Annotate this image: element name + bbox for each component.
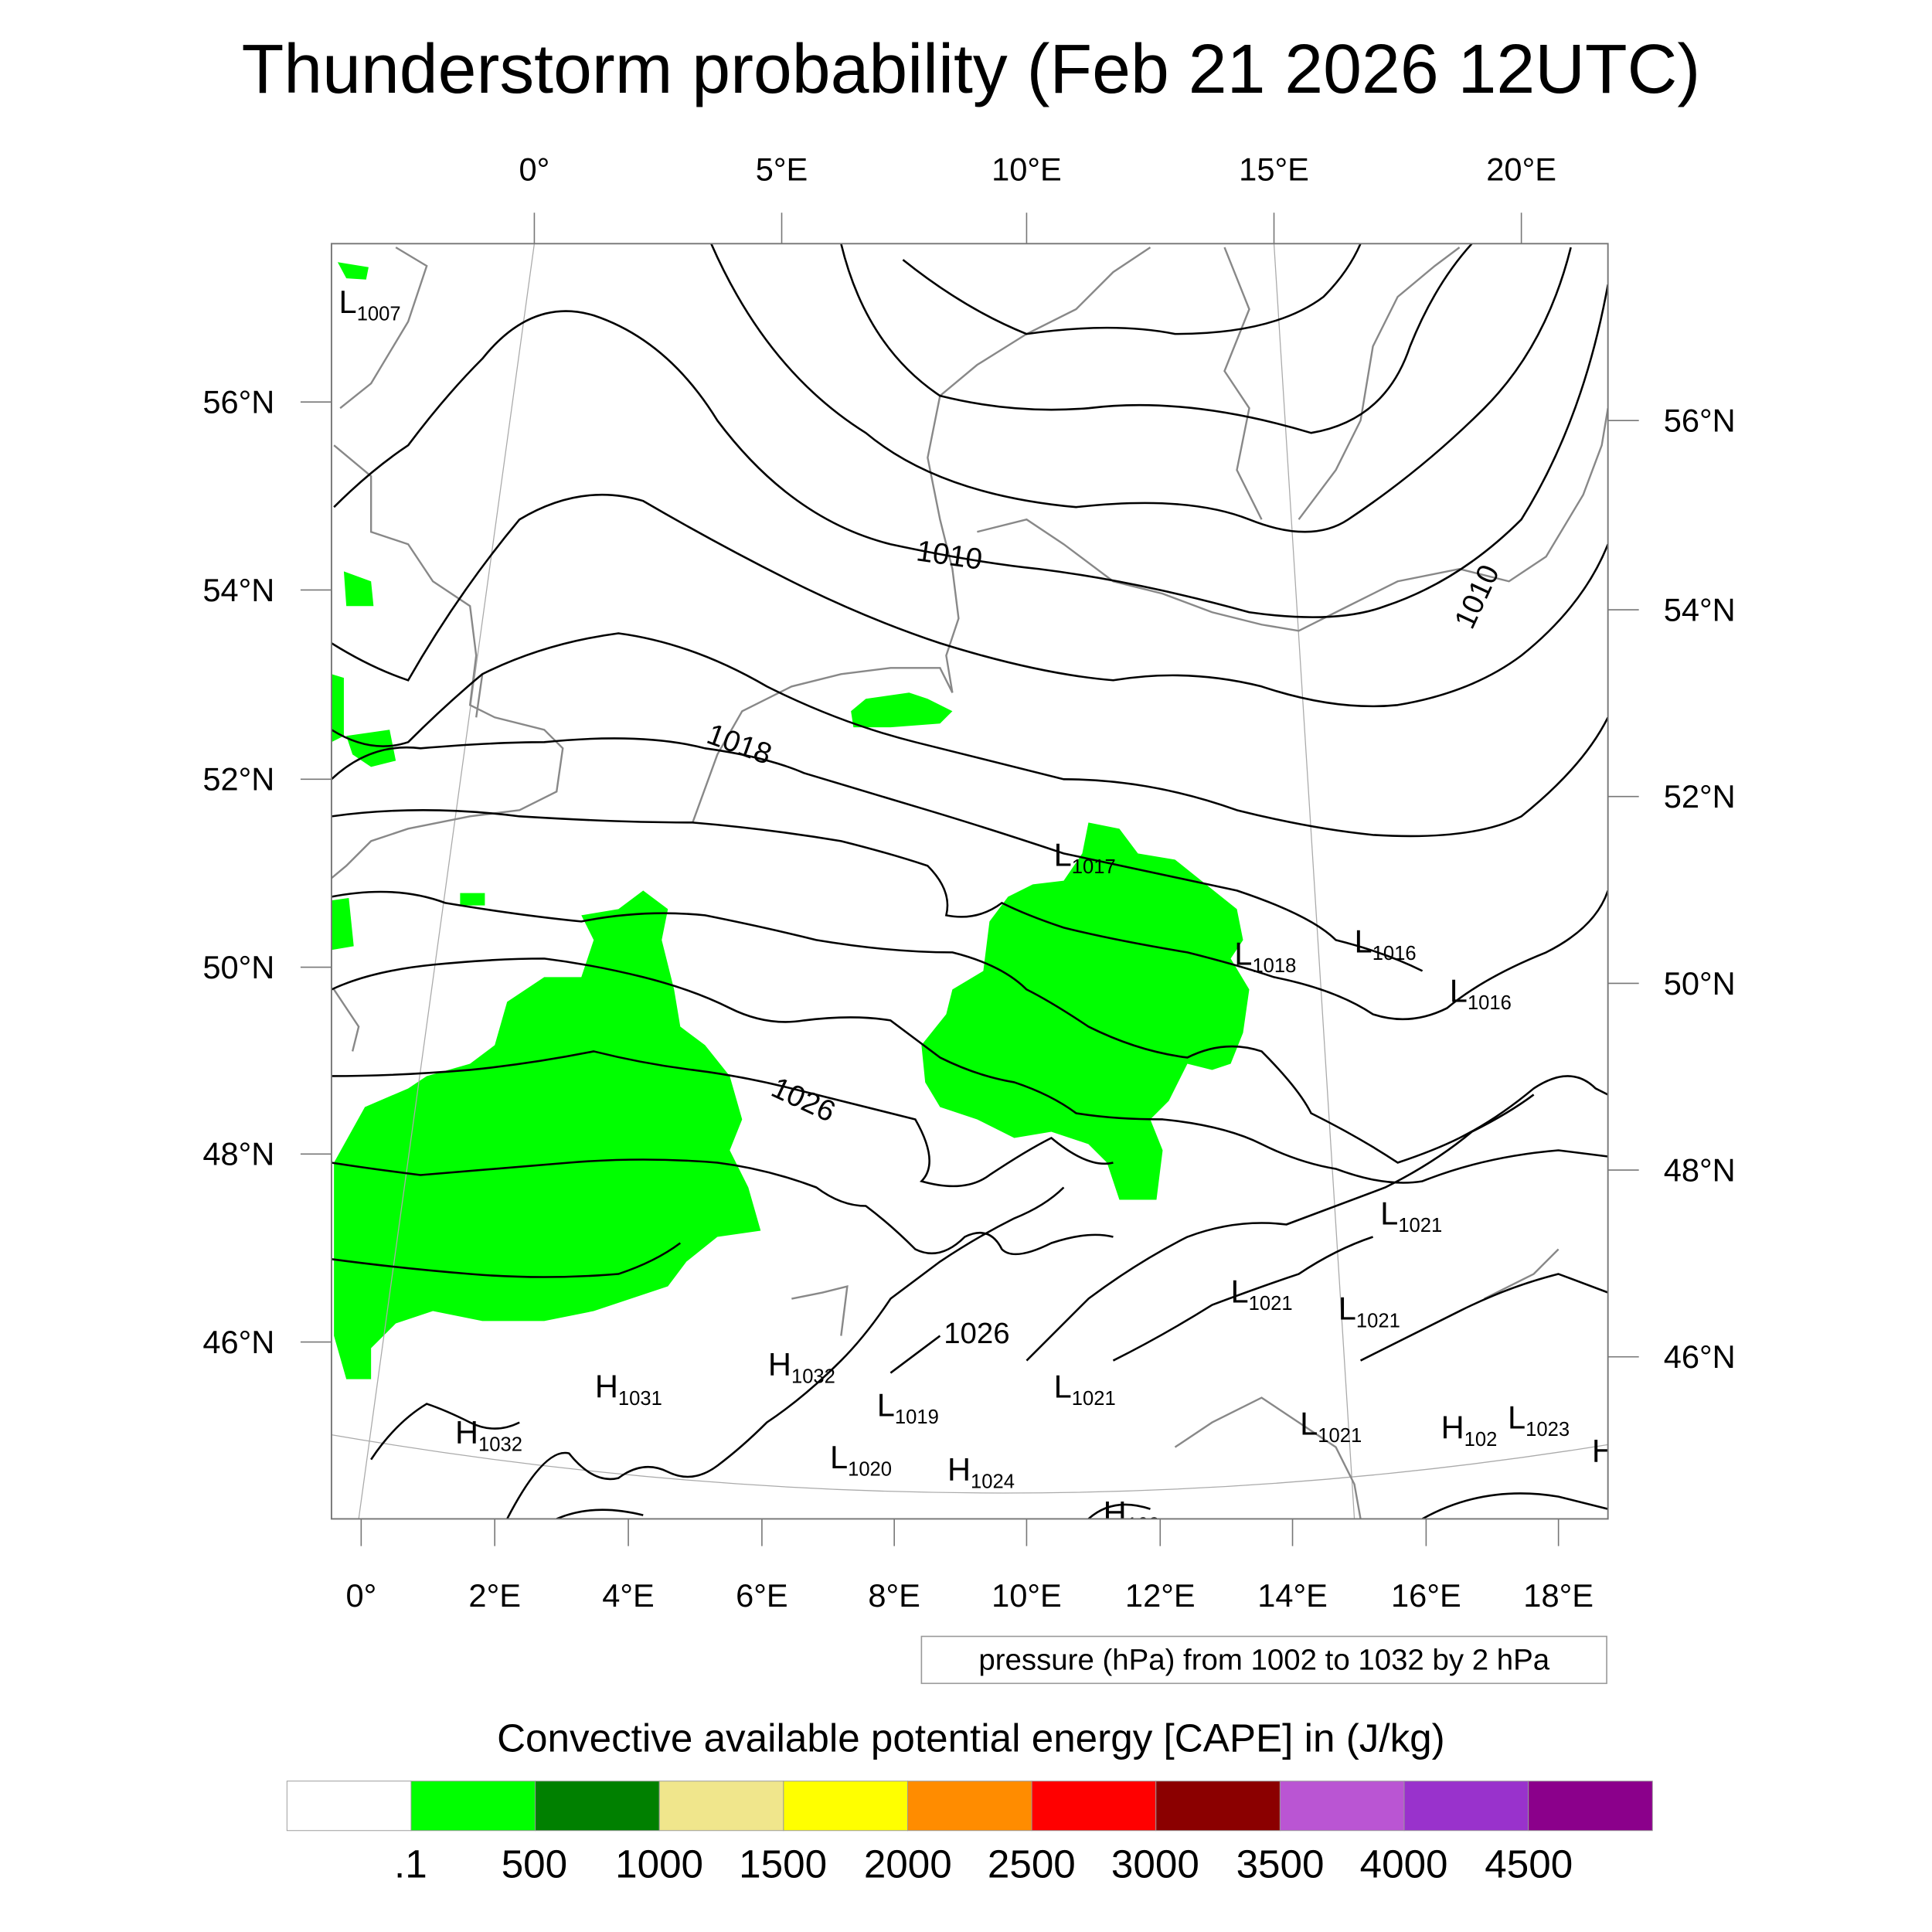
bottom-longitude-labels: 0° 2°E 4°E 6°E 8°E 10°E 12°E 14°E 16°E 1…	[345, 1577, 1594, 1614]
pressure-center-low: L1007	[339, 284, 401, 325]
lat-label: 48°N	[1664, 1151, 1736, 1188]
colorbar-swatch	[535, 1781, 660, 1832]
graticule-lines	[331, 243, 1608, 1519]
lat-label: 52°N	[202, 761, 274, 798]
colorbar-swatch	[907, 1781, 1032, 1832]
pressure-center-low: L1017	[1054, 836, 1116, 878]
colorbar-swatch	[1155, 1781, 1281, 1832]
lat-label: 56°N	[1664, 403, 1736, 439]
cape-areas	[331, 262, 1250, 1379]
cape-area-germany	[921, 822, 1250, 1200]
pressure-center-low: L1019	[877, 1387, 939, 1429]
lon-label: 6°E	[736, 1577, 788, 1614]
pressure-center-low: L1021	[1231, 1273, 1293, 1315]
lat-label: 50°N	[202, 949, 274, 985]
lon-label: 10°E	[992, 151, 1062, 188]
pressure-center-low: L1021	[1300, 1406, 1362, 1447]
pressure-center-low: L1016	[1450, 972, 1512, 1014]
lat-label: 50°N	[1664, 965, 1736, 1002]
cape-area-west-edge	[331, 262, 485, 951]
top-longitude-labels: 0° 5°E 10°E 15°E 20°E	[519, 151, 1556, 188]
lat-label: 46°N	[1664, 1338, 1736, 1375]
colorbar-swatch	[783, 1781, 908, 1832]
colorbar-label: 1500	[739, 1842, 827, 1886]
pressure-center-high: H	[1592, 1433, 1615, 1469]
colorbar-label: 3500	[1236, 1842, 1325, 1886]
pressure-center-high: H102	[1441, 1409, 1498, 1451]
left-latitude-labels: 56°N 54°N 52°N 50°N 48°N 46°N	[202, 384, 274, 1360]
pressure-center-low: L1016	[1355, 923, 1417, 964]
colorbar-label: .1	[394, 1842, 427, 1886]
lon-label: 20°E	[1486, 151, 1556, 188]
colorbar-label: 1000	[615, 1842, 703, 1886]
lon-label: 14°E	[1257, 1577, 1328, 1614]
colorbar-label: 3000	[1111, 1842, 1199, 1886]
isobar-label: 1010	[914, 534, 985, 576]
pressure-center-high: H1032	[455, 1414, 522, 1456]
pressure-center-high: H1032	[768, 1346, 835, 1388]
lon-label: 16°E	[1391, 1577, 1461, 1614]
colorbar	[286, 1781, 1653, 1832]
colorbar-label: 2500	[988, 1842, 1076, 1886]
map-panel: 1010 1018 1026 1026 1010 L1007 L1017 L10…	[330, 243, 1615, 1536]
pressure-center-low: L1021	[1054, 1369, 1116, 1410]
lon-label: 12°E	[1125, 1577, 1196, 1614]
lon-label: 4°E	[602, 1577, 655, 1614]
colorbar-swatch	[410, 1781, 536, 1832]
pressure-center-low: L1020	[830, 1439, 892, 1481]
lat-label: 52°N	[1664, 778, 1736, 815]
lat-label: 54°N	[1664, 591, 1736, 628]
lon-label: 0°	[519, 151, 550, 188]
lat-label: 46°N	[202, 1324, 274, 1360]
colorbar-label: 2000	[864, 1842, 952, 1886]
pressure-centers: L1007 L1017 L1018 L1016 L1016 L1021 L102…	[339, 284, 1615, 1536]
pressure-center-high: H1024	[947, 1451, 1015, 1493]
colorbar-label: 500	[502, 1842, 567, 1886]
isobar-label: 1026	[944, 1317, 1009, 1350]
lon-label: 2°E	[468, 1577, 521, 1614]
lon-label: 10°E	[992, 1577, 1062, 1614]
isobar-contours	[331, 243, 1608, 1519]
lon-label: 0°	[345, 1577, 376, 1614]
axis-ticks	[300, 213, 1639, 1546]
colorbar-label: 4000	[1360, 1842, 1448, 1886]
isobar-label: 1026	[767, 1071, 841, 1129]
lon-label: 18°E	[1523, 1577, 1594, 1614]
colorbar-swatch	[286, 1781, 412, 1832]
colorbar-swatch	[1403, 1781, 1529, 1832]
coastlines	[331, 247, 1608, 1519]
pressure-center-low: L1023	[1508, 1400, 1570, 1441]
pressure-center-low: L1018	[1234, 935, 1296, 977]
colorbar-labels: .1 500 1000 1500 2000 2500 3000 3500 400…	[394, 1842, 1573, 1886]
lon-label: 15°E	[1239, 151, 1309, 188]
lat-label: 48°N	[202, 1136, 274, 1172]
colorbar-swatch	[1279, 1781, 1405, 1832]
pressure-center-high: H1031	[595, 1369, 662, 1410]
colorbar-title: Convective available potential energy [C…	[497, 1716, 1445, 1760]
page-title: Thunderstorm probability (Feb 21 2026 12…	[242, 30, 1701, 107]
map-frame	[330, 243, 1609, 1520]
legend-text: pressure (hPa) from 1002 to 1032 by 2 hP…	[978, 1644, 1549, 1677]
cape-area-north-germany	[851, 692, 953, 728]
colorbar-swatch	[1528, 1781, 1653, 1832]
pressure-center-high: H102	[1104, 1495, 1160, 1536]
pressure-center-low: L1021	[1338, 1291, 1400, 1332]
isobar-legend: pressure (hPa) from 1002 to 1032 by 2 hP…	[920, 1635, 1607, 1685]
cape-area-france	[334, 890, 761, 1379]
pressure-center-low: L1021	[1380, 1196, 1442, 1237]
lat-label: 54°N	[202, 572, 274, 608]
lon-label: 5°E	[756, 151, 808, 188]
lat-label: 56°N	[202, 384, 274, 420]
right-latitude-labels: 56°N 54°N 52°N 50°N 48°N 46°N	[1664, 403, 1736, 1376]
colorbar-swatch	[658, 1781, 784, 1832]
colorbar-label: 4500	[1485, 1842, 1573, 1886]
lon-label: 8°E	[868, 1577, 920, 1614]
colorbar-swatch	[1031, 1781, 1157, 1832]
